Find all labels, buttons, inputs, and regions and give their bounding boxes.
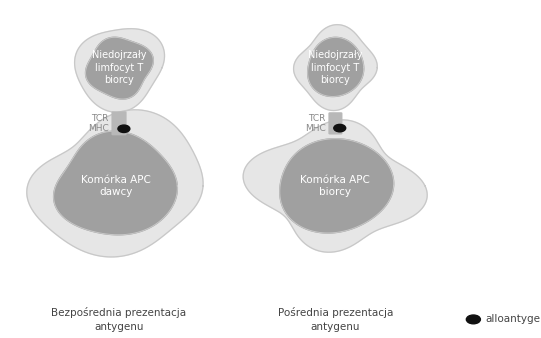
Text: MHC: MHC [305, 124, 326, 132]
Text: TCR: TCR [308, 115, 326, 123]
Polygon shape [85, 37, 153, 99]
Circle shape [466, 315, 480, 324]
Polygon shape [280, 139, 394, 233]
Text: TCR: TCR [91, 114, 109, 123]
Polygon shape [308, 38, 364, 97]
Circle shape [118, 125, 130, 132]
Text: Komórka APC
dawcy: Komórka APC dawcy [81, 175, 151, 197]
Text: Komórka APC
biorcy: Komórka APC biorcy [300, 175, 371, 197]
Polygon shape [54, 131, 177, 235]
Text: alloantygen: alloantygen [485, 314, 541, 324]
FancyBboxPatch shape [111, 111, 127, 135]
Text: Niedojrzały
limfocyt T
biorcy: Niedojrzały limfocyt T biorcy [308, 50, 362, 85]
Text: Pośrednia prezentacja
antygenu: Pośrednia prezentacja antygenu [278, 307, 393, 332]
Text: MHC: MHC [88, 124, 109, 133]
Text: Niedojrzały
limfocyt T
biorcy: Niedojrzały limfocyt T biorcy [92, 50, 146, 85]
Circle shape [334, 124, 346, 132]
FancyBboxPatch shape [328, 112, 342, 135]
Polygon shape [27, 110, 203, 257]
Text: Bezpośrednia prezentacja
antygenu: Bezpośrednia prezentacja antygenu [51, 307, 187, 332]
Polygon shape [75, 29, 164, 112]
Polygon shape [294, 25, 377, 111]
Polygon shape [243, 120, 427, 252]
